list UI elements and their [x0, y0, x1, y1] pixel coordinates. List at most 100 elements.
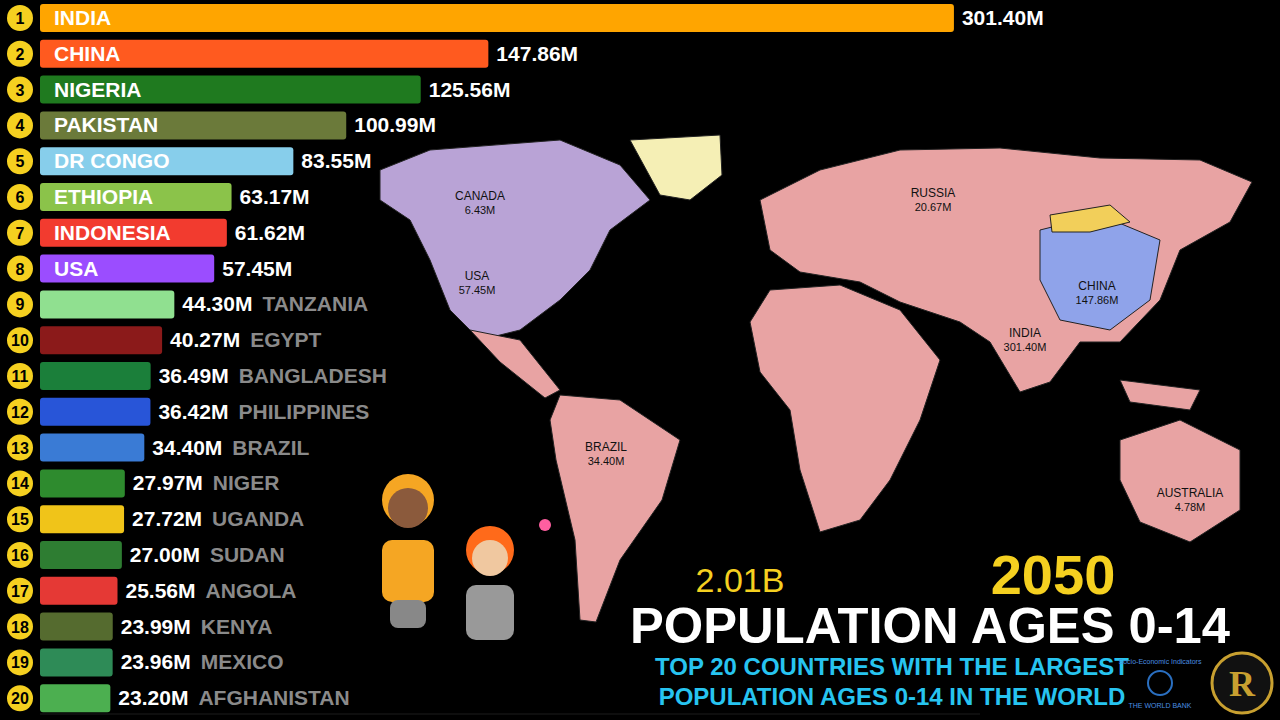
total-label: 2.01B [696, 561, 785, 599]
rank-label: 15 [11, 511, 29, 528]
rank-badge [7, 363, 33, 389]
rank-label: 10 [11, 332, 29, 349]
figure-body [382, 540, 434, 602]
category-label: AFGHANISTAN [198, 686, 349, 709]
bar [40, 111, 346, 139]
value-label: 23.99M [121, 615, 191, 638]
rank-badge [7, 220, 33, 246]
map-value: 147.86M [1076, 294, 1119, 306]
category-label: KENYA [201, 615, 273, 638]
map-value: 57.45M [459, 284, 496, 296]
land [630, 135, 722, 200]
map-value: 301.40M [1004, 341, 1047, 353]
value-label: 25.56M [126, 579, 196, 602]
bar [40, 326, 162, 354]
value-label: 27.00M [130, 543, 200, 566]
category-label: BANGLADESH [239, 364, 387, 387]
rank-label: 12 [11, 404, 29, 421]
rank-label: 1 [16, 10, 25, 27]
bar [40, 290, 174, 318]
value-label: 57.45M [222, 257, 292, 280]
category-label: SUDAN [210, 543, 285, 566]
source-label: THE WORLD BANK [1128, 702, 1191, 709]
map-label: USA [465, 269, 490, 283]
rank-badge [7, 649, 33, 675]
subtitle: POPULATION AGES 0-14 IN THE WORLD [659, 683, 1126, 710]
map-label: RUSSIA [911, 186, 956, 200]
map-label: CHINA [1078, 279, 1115, 293]
value-label: 44.30M [182, 292, 252, 315]
value-label: 40.27M [170, 328, 240, 351]
category-label: PHILIPPINES [238, 400, 369, 423]
map-label: CANADA [455, 189, 505, 203]
rank-label: 2 [16, 46, 25, 63]
rank-badge [7, 685, 33, 711]
rank-badge [7, 148, 33, 174]
land [550, 395, 680, 622]
value-label: 36.42M [158, 400, 228, 423]
subtitle: TOP 20 COUNTRIES WITH THE LARGEST [655, 653, 1129, 680]
land [750, 285, 940, 532]
land [1120, 380, 1200, 410]
category-label: INDONESIA [54, 221, 171, 244]
figure-face [388, 488, 428, 528]
rank-badge [7, 256, 33, 282]
value-label: 100.99M [354, 113, 436, 136]
year-label: 2050 [991, 543, 1116, 606]
rank-label: 4 [16, 117, 25, 134]
logo-text: R [1229, 664, 1256, 704]
bar [40, 541, 122, 569]
rank-badge [7, 578, 33, 604]
rank-badge [7, 506, 33, 532]
logo [1212, 653, 1272, 713]
rank-label: 9 [16, 296, 25, 313]
land [1120, 420, 1240, 542]
source-icon [1148, 671, 1172, 695]
rank-label: 20 [11, 690, 29, 707]
chart: CANADA6.43MUSA57.45MRUSSIA20.67MCHINA147… [0, 0, 1280, 720]
rank-badge [7, 470, 33, 496]
bar [40, 577, 118, 605]
rank-label: 3 [16, 82, 25, 99]
bar [40, 613, 113, 641]
category-label: NIGERIA [54, 78, 142, 101]
bar [40, 255, 214, 283]
bar [40, 4, 954, 32]
map-value: 6.43M [465, 204, 496, 216]
bar [40, 648, 113, 676]
rank-label: 18 [11, 619, 29, 636]
rank-label: 14 [11, 475, 29, 492]
map-label: BRAZIL [585, 440, 627, 454]
rank-label: 19 [11, 654, 29, 671]
page: {"chart_data": {"type": "bar", "orientat… [0, 0, 1280, 720]
rank-label: 13 [11, 440, 29, 457]
bar [40, 147, 293, 175]
bar [40, 183, 232, 211]
category-label: MEXICO [201, 650, 284, 673]
bar [40, 362, 151, 390]
rank-badge [7, 435, 33, 461]
category-label: TANZANIA [262, 292, 368, 315]
rank-badge [7, 41, 33, 67]
rank-badge [7, 291, 33, 317]
bar [40, 40, 488, 68]
rank-badge [7, 5, 33, 31]
decoration [382, 474, 551, 640]
rank-label: 16 [11, 547, 29, 564]
bar [40, 219, 227, 247]
map-value: 34.40M [588, 455, 625, 467]
rank-label: 11 [12, 368, 29, 385]
land [380, 140, 650, 340]
background [0, 0, 1280, 720]
value-label: 125.56M [429, 78, 511, 101]
figure-face [472, 540, 508, 576]
category-label: UGANDA [212, 507, 304, 530]
category-label: PAKISTAN [54, 113, 158, 136]
value-label: 23.20M [118, 686, 188, 709]
figure-ball [539, 519, 551, 531]
x-axis-line [40, 714, 980, 715]
value-label: 61.62M [235, 221, 305, 244]
value-label: 83.55M [301, 149, 371, 172]
rank-badge [7, 77, 33, 103]
rank-label: 17 [11, 583, 29, 600]
